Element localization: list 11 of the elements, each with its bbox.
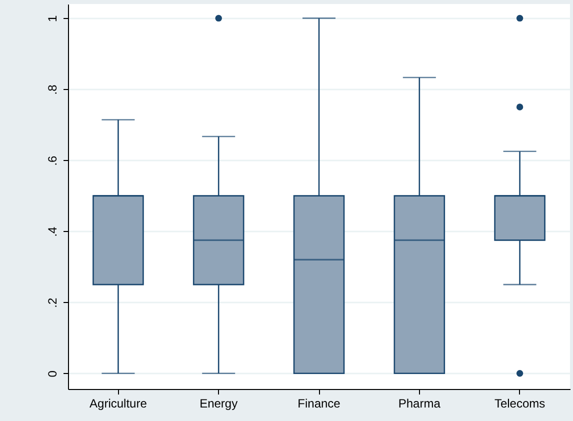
x-tick-label: Pharma (398, 396, 441, 410)
y-tick-label: 0 (46, 370, 60, 378)
x-tick-label: Telecoms (494, 396, 546, 410)
y-tick-label: .8 (46, 84, 60, 95)
x-tick-label: Finance (298, 396, 341, 410)
y-tick-label: 1 (46, 15, 60, 22)
y-tick-label: .2 (46, 298, 60, 308)
x-tick-label: Agriculture (90, 396, 148, 410)
y-tick-label: .6 (46, 155, 60, 166)
x-tick-label: Energy (200, 396, 238, 410)
y-tick-label: .4 (46, 226, 60, 237)
